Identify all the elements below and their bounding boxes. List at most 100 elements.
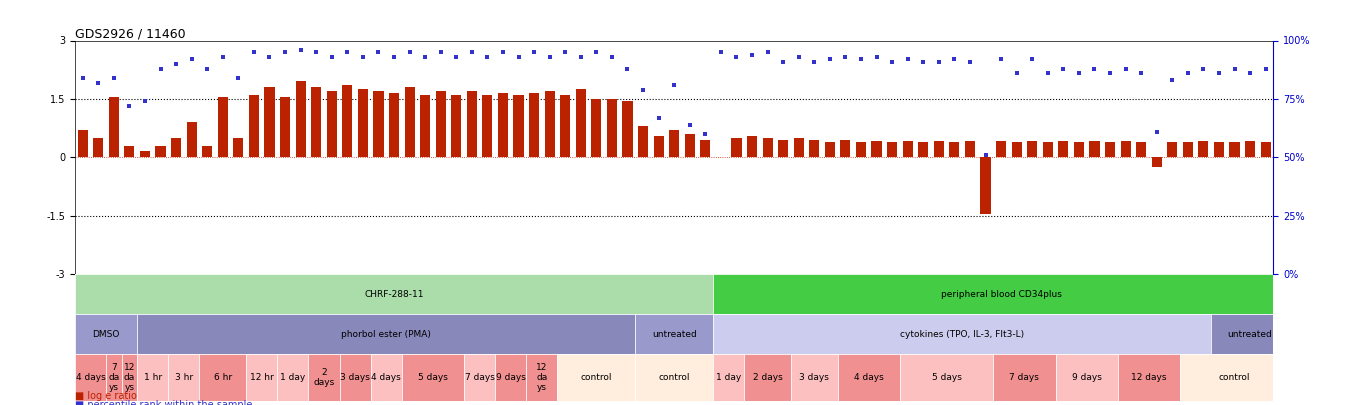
Text: 7 days: 7 days [464,373,494,382]
Bar [358,89,368,157]
Bar [1121,141,1130,157]
Bar [218,97,227,157]
Point [430,49,452,55]
Bar [1199,141,1208,157]
Text: ■ percentile rank within the sample: ■ percentile rank within the sample [75,400,252,405]
Bar [75,274,714,314]
Point [242,49,264,55]
Point [819,56,840,62]
Bar [746,136,757,157]
Point [104,75,125,81]
Text: 9 days: 9 days [496,373,526,382]
Bar [1073,142,1084,157]
Text: 9 days: 9 days [1072,373,1102,382]
Bar [778,140,789,157]
Point [212,53,234,60]
Point [554,49,576,55]
Text: 12
da
ys: 12 da ys [537,363,548,392]
Text: 3 days: 3 days [340,373,370,382]
Point [196,65,218,72]
Bar [296,81,305,157]
Bar [75,314,138,354]
Text: 7 days: 7 days [1009,373,1039,382]
Text: 3 days: 3 days [799,373,829,382]
Point [928,58,949,65]
Point [741,51,763,58]
Bar [78,130,87,157]
Text: control: control [658,373,691,382]
Point [787,53,809,60]
Bar [545,91,554,157]
Bar [370,354,402,401]
Bar [124,147,135,157]
Bar [75,354,106,401]
Bar [233,138,244,157]
Bar [981,157,990,214]
Point [913,58,934,65]
Bar [635,354,714,401]
Bar [249,95,259,157]
Point [896,56,918,62]
Point [508,53,530,60]
Point [881,58,903,65]
Bar [390,93,399,157]
Point [601,53,622,60]
Point [757,49,779,55]
Point [772,58,794,65]
Point [539,53,561,60]
Text: untreated: untreated [1227,330,1272,339]
Bar [451,95,462,157]
Bar [109,97,118,157]
Bar [700,140,711,157]
Bar [1230,142,1239,157]
Bar [1043,142,1053,157]
Bar [635,314,714,354]
Point [445,53,467,60]
Bar [1179,354,1288,401]
Bar [202,147,212,157]
Bar [903,141,913,157]
Point [477,53,498,60]
Bar [714,354,744,401]
Point [351,53,373,60]
Text: DMSO: DMSO [93,330,120,339]
Bar [106,354,121,401]
Point [1162,77,1184,83]
Bar [482,95,493,157]
Point [1036,70,1058,77]
Text: 2 days: 2 days [753,373,782,382]
Point [975,152,997,158]
Bar [1012,142,1022,157]
Point [1130,70,1152,77]
Point [460,49,482,55]
Point [1114,65,1136,72]
Bar [496,354,526,401]
Bar [557,354,635,401]
Bar [1136,142,1147,157]
Bar [964,141,975,157]
Bar [498,93,508,157]
Bar [138,314,635,354]
Bar [513,95,523,157]
Point [72,75,94,81]
Point [1084,65,1106,72]
Point [944,56,966,62]
Bar [1090,141,1099,157]
Text: 7
da
ys: 7 da ys [108,363,120,392]
Bar [887,142,898,157]
Point [959,58,981,65]
Point [336,49,358,55]
Point [835,53,857,60]
Point [305,49,327,55]
Text: 3 hr: 3 hr [174,373,193,382]
Bar [560,95,571,157]
Bar [327,91,336,157]
Bar [996,141,1007,157]
Bar [467,91,477,157]
Bar [918,142,929,157]
Point [1239,70,1261,77]
Point [866,53,888,60]
Text: phorbol ester (PMA): phorbol ester (PMA) [342,330,432,339]
Bar [591,99,602,157]
Text: 2
days: 2 days [313,368,335,387]
